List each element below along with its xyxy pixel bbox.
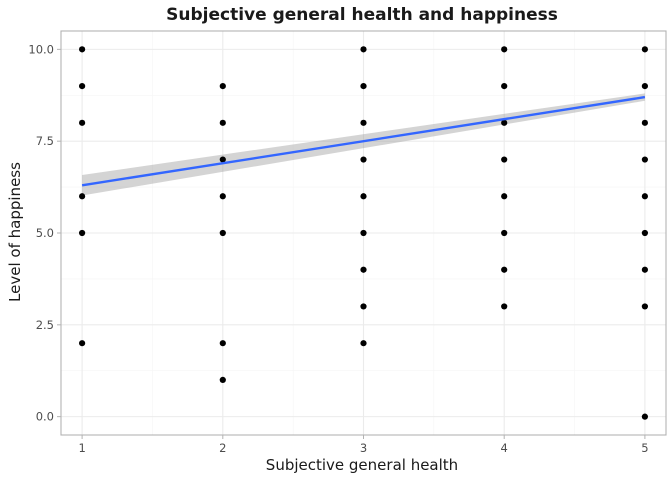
fit-line xyxy=(81,95,646,187)
data-point xyxy=(641,46,648,53)
data-point xyxy=(501,156,508,163)
data-point xyxy=(79,229,86,237)
y-tick-label: 2.5 xyxy=(36,318,54,332)
y-axis-title: Level of happiness xyxy=(6,162,24,302)
data-point xyxy=(501,119,508,126)
data-point xyxy=(501,82,508,90)
y-axis-ticks: 0.0 2.5 5.0 7.5 10.0 xyxy=(28,42,61,424)
data-point xyxy=(360,303,367,310)
y-tick-label: 5.0 xyxy=(36,226,54,240)
fit-line-group xyxy=(81,95,646,187)
y-tick-label: 0.0 xyxy=(36,410,54,424)
data-point xyxy=(219,193,226,200)
data-point xyxy=(219,156,226,163)
data-point xyxy=(501,266,508,273)
x-tick-label: 3 xyxy=(360,441,367,455)
chart-title: Subjective general health and happiness xyxy=(166,5,558,25)
y-tick-label: 10.0 xyxy=(28,42,54,56)
data-point xyxy=(641,229,648,237)
data-points xyxy=(79,46,648,420)
data-point xyxy=(360,229,367,237)
data-point xyxy=(360,193,367,200)
x-tick-label: 4 xyxy=(501,441,508,455)
x-axis-title: Subjective general health xyxy=(266,456,458,474)
data-point xyxy=(360,156,367,163)
data-point xyxy=(360,119,367,126)
data-point xyxy=(501,193,508,200)
data-point xyxy=(641,82,648,90)
data-point xyxy=(219,82,226,90)
data-point xyxy=(501,229,508,237)
data-point xyxy=(641,119,648,126)
data-point xyxy=(79,340,86,347)
data-point xyxy=(641,413,648,420)
data-point xyxy=(79,82,86,90)
data-point xyxy=(219,119,226,126)
data-point xyxy=(219,376,226,384)
data-point xyxy=(79,119,86,126)
data-point xyxy=(501,303,508,310)
data-point xyxy=(641,156,648,163)
data-point xyxy=(641,303,648,310)
data-point xyxy=(360,340,367,347)
data-point xyxy=(641,193,648,200)
data-point xyxy=(360,266,367,273)
x-tick-label: 1 xyxy=(78,441,85,455)
data-point xyxy=(219,229,226,237)
data-point xyxy=(79,46,86,53)
x-axis-ticks: 1 2 3 4 5 xyxy=(78,435,649,455)
x-tick-label: 2 xyxy=(219,441,226,455)
data-point xyxy=(641,266,648,273)
y-tick-label: 7.5 xyxy=(36,134,54,148)
x-tick-label: 5 xyxy=(641,441,648,455)
data-point xyxy=(219,340,226,347)
data-point xyxy=(501,46,508,53)
data-point xyxy=(79,193,86,200)
data-point xyxy=(360,82,367,90)
data-point xyxy=(360,46,367,53)
